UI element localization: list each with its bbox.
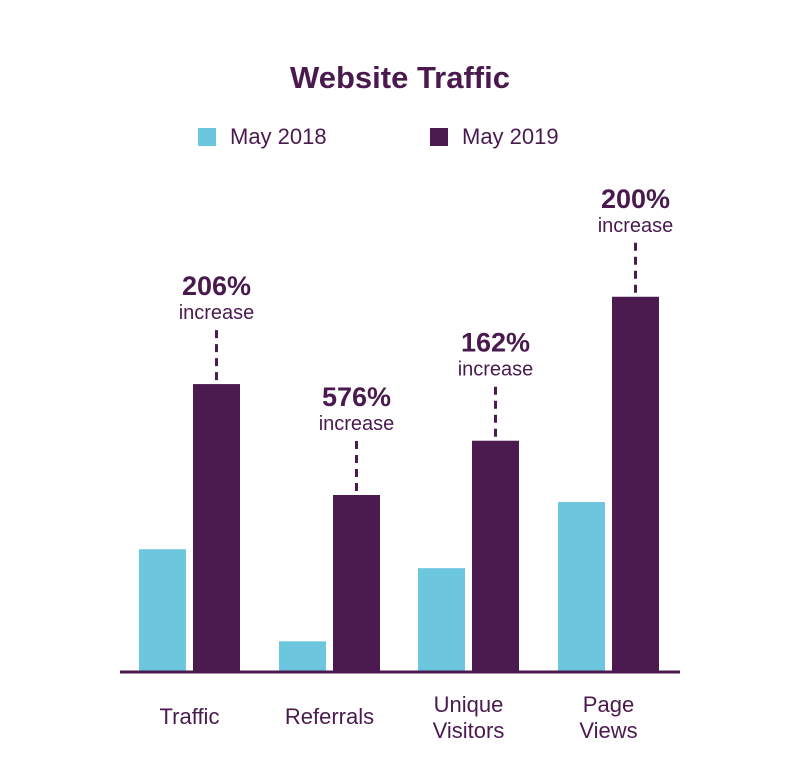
legend-label-may-2018: May 2018 xyxy=(230,124,327,149)
bar-may-2018-traffic xyxy=(139,549,186,672)
bar-may-2018-referrals xyxy=(279,641,326,672)
increase-percent-page-views: 200% xyxy=(601,184,670,214)
bar-may-2019-traffic xyxy=(193,384,240,672)
category-label-page-views-line-2: Views xyxy=(579,718,637,743)
increase-percent-unique-visitors: 162% xyxy=(461,328,530,358)
legend: May 2018 May 2019 xyxy=(0,124,800,154)
bar-may-2019-unique-visitors xyxy=(472,440,519,672)
increase-word-traffic: increase xyxy=(179,302,255,324)
increase-percent-referrals: 576% xyxy=(322,382,391,412)
legend-item-may-2018: May 2018 xyxy=(198,124,327,150)
category-label-referrals-line-1: Referrals xyxy=(285,704,374,729)
category-label-traffic-line-1: Traffic xyxy=(160,704,220,729)
increase-word-page-views: increase xyxy=(598,215,674,237)
category-label-unique-visitors-line-1: Unique xyxy=(434,692,504,717)
chart-title: Website Traffic xyxy=(290,60,510,95)
bar-may-2019-referrals xyxy=(333,495,380,672)
bar-may-2019-page-views xyxy=(612,296,659,672)
increase-word-referrals: increase xyxy=(319,413,395,435)
legend-item-may-2019: May 2019 xyxy=(430,124,559,150)
increase-word-unique-visitors: increase xyxy=(458,359,534,381)
legend-swatch-may-2018 xyxy=(198,128,216,146)
legend-swatch-may-2019 xyxy=(430,128,448,146)
bar-may-2018-unique-visitors xyxy=(418,568,465,672)
legend-label-may-2019: May 2019 xyxy=(462,124,559,149)
increase-percent-traffic: 206% xyxy=(182,271,251,301)
category-label-page-views-line-1: Page xyxy=(583,692,634,717)
bar-may-2018-page-views xyxy=(558,502,605,672)
category-label-unique-visitors-line-2: Visitors xyxy=(433,718,505,743)
